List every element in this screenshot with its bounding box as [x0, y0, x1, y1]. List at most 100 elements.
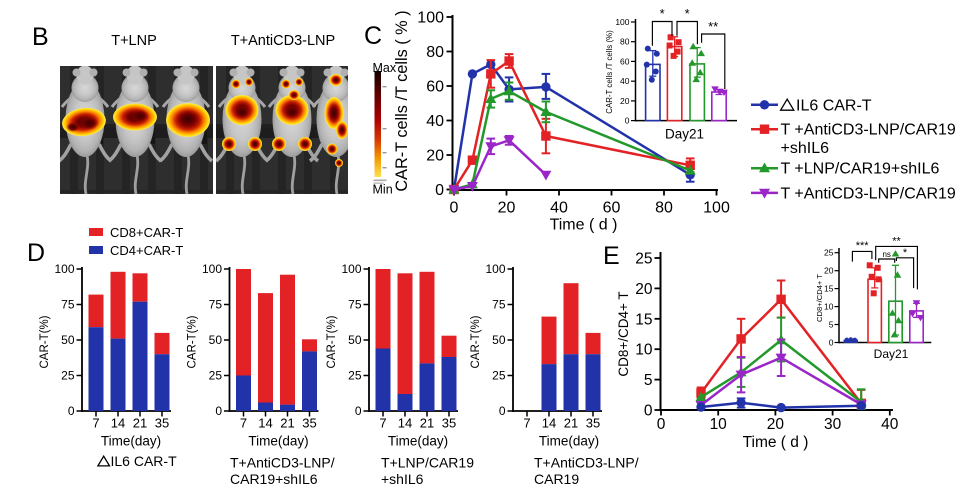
- svg-text:100: 100: [202, 262, 222, 276]
- svg-text:T+LNP: T+LNP: [111, 33, 157, 49]
- svg-text:T+AntiCD3-LNP/: T+AntiCD3-LNP/: [230, 455, 335, 471]
- svg-text:T+AntiCD3-LNP/: T+AntiCD3-LNP/: [534, 455, 639, 471]
- svg-text:75: 75: [61, 298, 75, 312]
- svg-text:0: 0: [450, 200, 459, 217]
- svg-text:35: 35: [586, 416, 600, 431]
- svg-text:**: **: [708, 19, 718, 34]
- svg-text:Time ( d ): Time ( d ): [743, 434, 809, 451]
- svg-text:Time(day): Time(day): [539, 434, 599, 449]
- svg-text:T +LNP/CAR19+shIL6: T +LNP/CAR19+shIL6: [781, 161, 940, 178]
- svg-text:20: 20: [767, 416, 785, 433]
- svg-text:CAR-T cells /T cells (%): CAR-T cells /T cells (%): [605, 30, 614, 114]
- svg-text:0: 0: [499, 404, 506, 418]
- svg-text:CD8+CAR-T: CD8+CAR-T: [110, 225, 183, 240]
- svg-text:21: 21: [280, 416, 294, 431]
- svg-text:7: 7: [240, 416, 247, 431]
- svg-text:100: 100: [485, 262, 505, 276]
- svg-text:**: **: [892, 236, 901, 248]
- svg-text:80: 80: [620, 37, 630, 47]
- svg-text:20: 20: [824, 266, 834, 276]
- svg-text:0: 0: [829, 338, 834, 348]
- svg-text:T+LNP/CAR19: T+LNP/CAR19: [381, 455, 474, 471]
- svg-text:CAR-T(%): CAR-T(%): [470, 315, 482, 368]
- svg-text:CAR19+shIL6: CAR19+shIL6: [230, 471, 318, 487]
- svg-text:5: 5: [829, 320, 834, 330]
- svg-text:IL6 CAR-T: IL6 CAR-T: [111, 453, 178, 469]
- svg-text:25: 25: [635, 251, 652, 268]
- svg-text:21: 21: [564, 416, 578, 431]
- svg-text:CAR-T(%): CAR-T(%): [39, 315, 51, 368]
- svg-text:C: C: [364, 22, 382, 50]
- svg-text:80: 80: [426, 44, 444, 61]
- svg-text:50: 50: [209, 333, 223, 347]
- svg-text:35: 35: [442, 416, 456, 431]
- svg-text:CD8+/CD4+ T: CD8+/CD4+ T: [616, 291, 631, 376]
- svg-text:ns: ns: [882, 250, 890, 259]
- svg-text:10: 10: [635, 342, 653, 359]
- svg-text:50: 50: [61, 333, 75, 347]
- svg-text:14: 14: [111, 416, 125, 431]
- svg-text:0: 0: [625, 116, 630, 126]
- svg-text:25: 25: [348, 369, 362, 383]
- svg-text:0: 0: [355, 404, 362, 418]
- svg-text:80: 80: [655, 200, 673, 217]
- svg-text:7: 7: [523, 416, 530, 431]
- svg-text:7: 7: [92, 416, 99, 431]
- svg-text:100: 100: [703, 200, 730, 217]
- svg-text:0: 0: [644, 403, 653, 420]
- svg-text:0: 0: [68, 404, 75, 418]
- svg-text:CD4+CAR-T: CD4+CAR-T: [110, 243, 183, 258]
- svg-text:15: 15: [635, 311, 652, 328]
- svg-text:60: 60: [620, 56, 630, 66]
- svg-text:0: 0: [657, 416, 666, 433]
- svg-text:60: 60: [426, 79, 444, 96]
- svg-text:Max: Max: [373, 61, 397, 75]
- svg-text:20: 20: [620, 96, 630, 106]
- svg-text:60: 60: [603, 200, 621, 217]
- svg-text:CAR-T(%): CAR-T(%): [326, 315, 338, 368]
- svg-text:0: 0: [435, 182, 444, 199]
- svg-text:Day21: Day21: [874, 347, 909, 361]
- svg-text:100: 100: [341, 262, 361, 276]
- svg-text:IL6 CAR-T: IL6 CAR-T: [796, 97, 872, 114]
- svg-text:E: E: [603, 242, 620, 270]
- svg-text:25: 25: [209, 369, 223, 383]
- svg-text:20: 20: [426, 148, 444, 165]
- svg-text:14: 14: [258, 416, 272, 431]
- svg-text:20: 20: [498, 200, 516, 217]
- svg-text:T +AntiCD3-LNP/CAR19: T +AntiCD3-LNP/CAR19: [781, 122, 956, 139]
- svg-text:Time ( d ): Time ( d ): [550, 217, 618, 234]
- svg-text:100: 100: [417, 10, 444, 27]
- svg-text:25: 25: [492, 369, 506, 383]
- svg-text:0: 0: [215, 404, 222, 418]
- svg-text:40: 40: [620, 76, 630, 86]
- svg-text:21: 21: [133, 416, 147, 431]
- svg-text:T +AntiCD3-LNP/CAR19: T +AntiCD3-LNP/CAR19: [781, 185, 956, 202]
- svg-text:CAR-T cells /T cells ( % ): CAR-T cells /T cells ( % ): [393, 10, 411, 191]
- svg-text:7: 7: [379, 416, 386, 431]
- svg-text:40: 40: [550, 200, 568, 217]
- svg-text:21: 21: [420, 416, 434, 431]
- svg-text:***: ***: [856, 240, 870, 252]
- svg-text:35: 35: [302, 416, 316, 431]
- svg-text:+shIL6: +shIL6: [781, 140, 830, 157]
- svg-text:25: 25: [61, 369, 75, 383]
- svg-text:10: 10: [824, 302, 834, 312]
- svg-text:100: 100: [615, 17, 629, 27]
- svg-text:CAR-T(%): CAR-T(%): [187, 315, 199, 368]
- svg-text:CAR19: CAR19: [534, 471, 579, 487]
- svg-text:25: 25: [824, 248, 834, 258]
- svg-text:35: 35: [155, 416, 169, 431]
- svg-text:75: 75: [348, 298, 362, 312]
- svg-text:*: *: [903, 247, 908, 259]
- svg-text:Time(day): Time(day): [101, 434, 161, 449]
- svg-text:14: 14: [542, 416, 556, 431]
- svg-text:30: 30: [824, 416, 842, 433]
- svg-text:50: 50: [492, 333, 506, 347]
- svg-text:B: B: [32, 23, 49, 51]
- svg-text:Day21: Day21: [665, 127, 704, 142]
- svg-text:20: 20: [635, 281, 653, 298]
- svg-text:14: 14: [398, 416, 412, 431]
- svg-text:15: 15: [824, 284, 834, 294]
- svg-text:5: 5: [644, 372, 653, 389]
